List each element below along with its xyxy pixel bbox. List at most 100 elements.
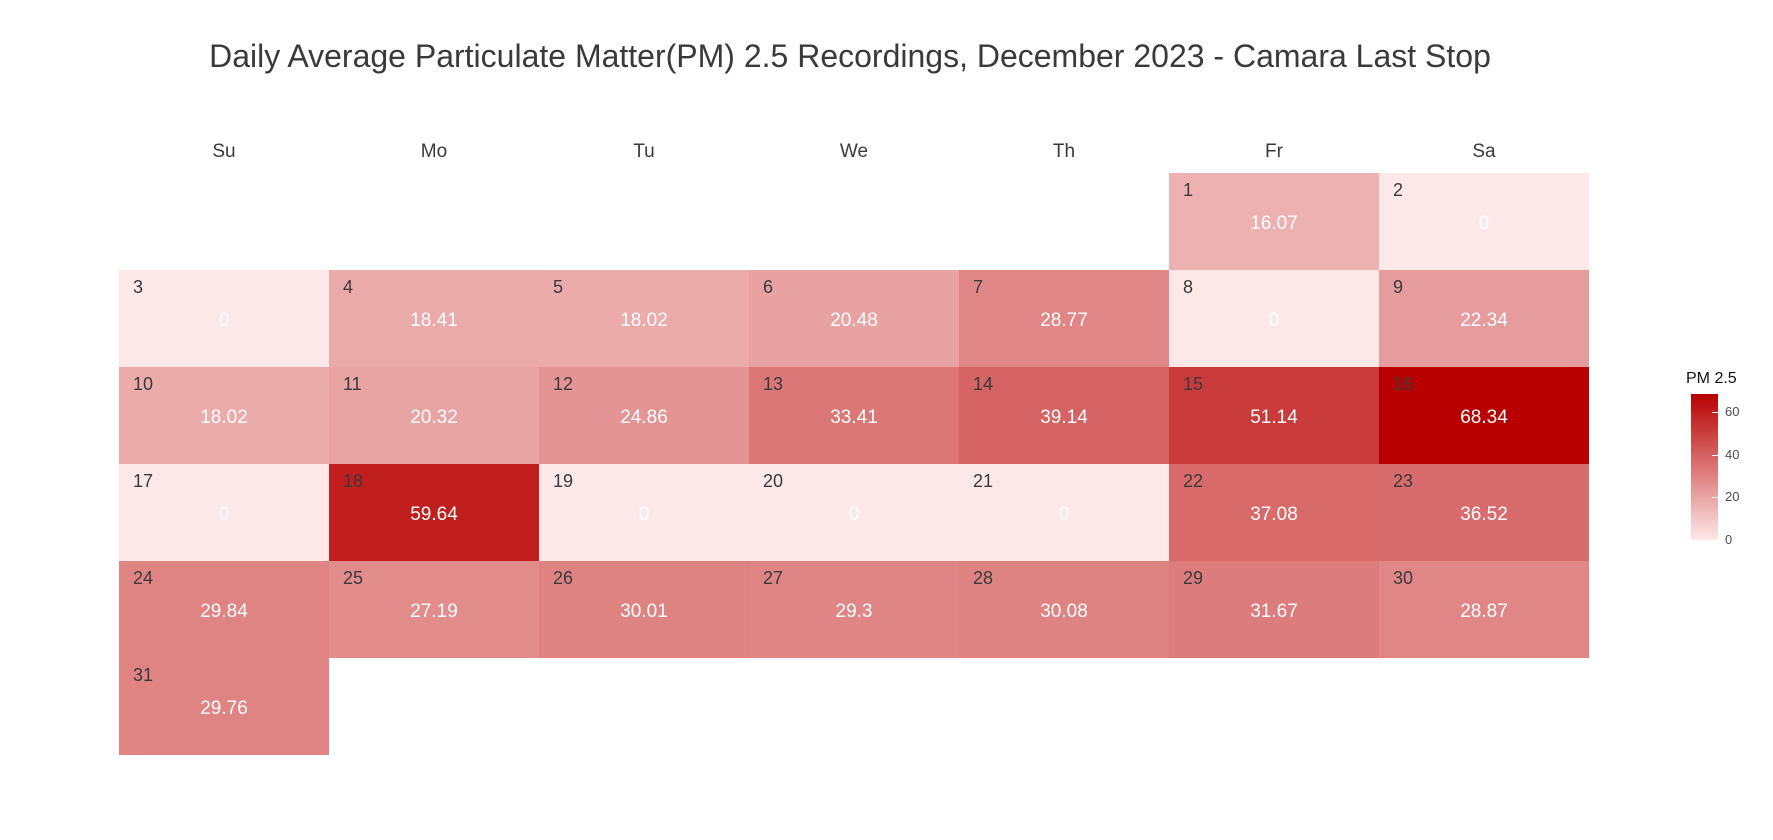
day-cell-28: 28 30.08 [959, 561, 1169, 658]
day-cell-5: 518.02 [539, 270, 749, 367]
day-cell-fill [1379, 367, 1589, 464]
value-label: 20.48 [830, 310, 878, 331]
day-cell-2: 20 [1379, 173, 1589, 270]
day-cell-fill [1169, 270, 1379, 367]
day-number: 30 [1393, 568, 1413, 588]
day-number: 1 [1183, 180, 1193, 200]
legend-title: PM 2.5 [1686, 370, 1737, 387]
day-cell-16: 16 68.34 [1379, 367, 1589, 464]
day-number: 3 [133, 277, 143, 297]
legend-tick-label: 40 [1725, 446, 1740, 462]
value-label: 16.07 [1250, 213, 1298, 234]
value-label: 0 [639, 504, 650, 525]
day-number: 4 [343, 277, 353, 297]
value-label: 30.08 [1040, 601, 1088, 622]
day-number: 23 [1393, 471, 1413, 491]
day-cell-fill [539, 561, 749, 658]
day-number: 15 [1183, 374, 1203, 394]
legend-tick-label: 20 [1725, 489, 1740, 505]
day-cell-fill [959, 561, 1169, 658]
day-cell-19: 19 0 [539, 464, 749, 561]
day-number: 24 [133, 568, 153, 588]
day-cell-fill [749, 270, 959, 367]
weekday-label-fr: Fr [1265, 141, 1284, 162]
day-number: 10 [133, 374, 153, 394]
day-number: 6 [763, 277, 773, 297]
day-number: 7 [973, 277, 983, 297]
value-label: 28.87 [1460, 601, 1508, 622]
day-cell-31: 31 29.76 [119, 658, 329, 755]
day-cell-23: 23 36.52 [1379, 464, 1589, 561]
day-number: 8 [1183, 277, 1193, 297]
legend-tick-mark [1712, 497, 1718, 499]
day-cell-fill [329, 367, 539, 464]
day-cell-fill [1379, 464, 1589, 561]
value-label: 18.02 [620, 310, 668, 331]
day-cell-14: 14 39.14 [959, 367, 1169, 464]
day-cell-fill [1379, 561, 1589, 658]
day-cell-20: 20 0 [749, 464, 959, 561]
value-label: 68.34 [1460, 407, 1508, 428]
day-number: 29 [1183, 568, 1203, 588]
day-number: 25 [343, 568, 363, 588]
value-label: 39.14 [1040, 407, 1088, 428]
value-label: 20.32 [410, 407, 458, 428]
day-number: 13 [763, 374, 783, 394]
day-cell-fill [749, 561, 959, 658]
day-number: 9 [1393, 277, 1403, 297]
day-cell-26: 26 30.01 [539, 561, 749, 658]
value-label: 22.34 [1460, 310, 1508, 331]
day-cell-29: 29 31.67 [1169, 561, 1379, 658]
weekday-label-tu: Tu [633, 141, 654, 162]
day-cell-fill [329, 464, 539, 561]
day-cell-11: 11 20.32 [329, 367, 539, 464]
day-cell-fill [539, 367, 749, 464]
day-cell-fill [1169, 367, 1379, 464]
day-cell-fill [329, 561, 539, 658]
day-cell-15: 15 51.14 [1169, 367, 1379, 464]
value-label: 33.41 [830, 407, 878, 428]
day-number: 2 [1393, 180, 1403, 200]
weekday-label-we: We [840, 141, 868, 162]
day-cell-30: 30 28.87 [1379, 561, 1589, 658]
day-cell-1: 116.07 [1169, 173, 1379, 270]
day-cell-24: 24 29.84 [119, 561, 329, 658]
value-label: 24.86 [620, 407, 668, 428]
legend-tick-mark [1712, 411, 1718, 413]
value-label: 36.52 [1460, 504, 1508, 525]
day-cell-27: 27 29.3 [749, 561, 959, 658]
value-label: 28.77 [1040, 310, 1088, 331]
day-cell-13: 13 33.41 [749, 367, 959, 464]
day-cell-fill [1379, 173, 1589, 270]
day-number: 26 [553, 568, 573, 588]
day-cell-fill [539, 270, 749, 367]
day-cell-fill [1169, 173, 1379, 270]
day-cell-fill [119, 658, 329, 755]
day-number: 20 [763, 471, 783, 491]
legend-tick-label: 0 [1725, 532, 1733, 547]
day-cell-fill [539, 464, 749, 561]
value-label: 18.41 [410, 310, 458, 331]
chart-title: Daily Average Particulate Matter(PM) 2.5… [209, 38, 1491, 74]
day-number: 5 [553, 277, 563, 297]
day-number: 16 [1393, 374, 1413, 394]
day-cell-fill [1169, 561, 1379, 658]
day-cell-fill [959, 270, 1169, 367]
day-number: 31 [133, 665, 153, 685]
value-label: 0 [849, 504, 860, 525]
value-label: 27.19 [410, 601, 458, 622]
day-cell-3: 30 [119, 270, 329, 367]
day-cell-6: 620.48 [749, 270, 959, 367]
day-cell-7: 728.77 [959, 270, 1169, 367]
weekday-label-sa: Sa [1472, 141, 1496, 162]
day-cell-fill [119, 464, 329, 561]
legend-tick-mark [1712, 540, 1718, 541]
legend-color-bar [1691, 394, 1718, 540]
value-label: 29.3 [836, 601, 873, 622]
day-cell-fill [119, 367, 329, 464]
value-label: 18.02 [200, 407, 248, 428]
value-label: 0 [219, 310, 230, 331]
value-label: 37.08 [1250, 504, 1298, 525]
weekday-label-mo: Mo [421, 141, 447, 162]
